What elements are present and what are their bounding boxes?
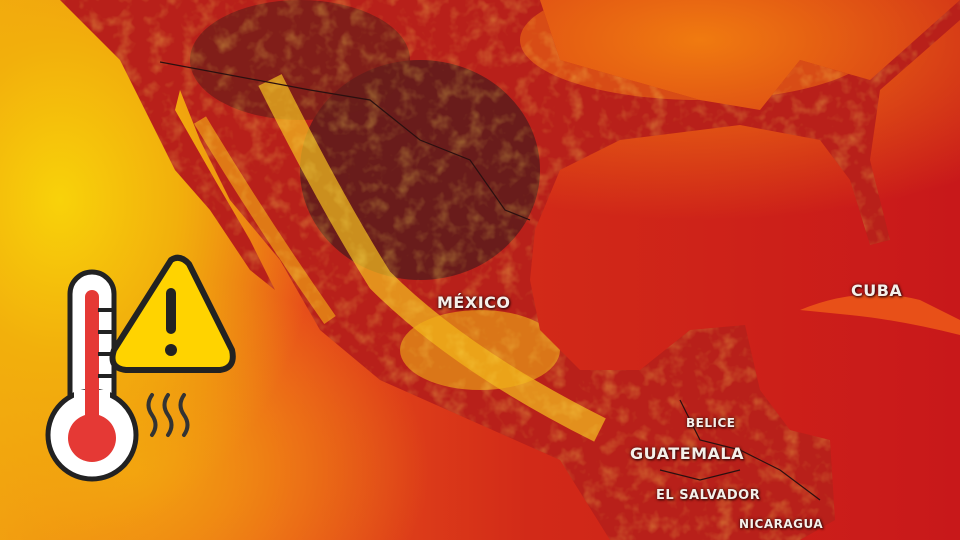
cuba-island xyxy=(800,294,960,335)
label-nicaragua: NICARAGUA xyxy=(739,517,824,531)
heat-waves-icon xyxy=(146,393,190,437)
heat-warning-overlay xyxy=(45,254,236,482)
label-mexico: MÉXICO xyxy=(437,293,511,312)
label-guatemala: GUATEMALA xyxy=(630,444,744,463)
label-cuba: CUBA xyxy=(851,281,903,300)
borders xyxy=(159,61,821,501)
label-belice: BELICE xyxy=(686,416,736,430)
label-el-salvador: EL SALVADOR xyxy=(656,488,761,503)
warning-triangle-icon xyxy=(109,254,236,373)
thermometer-icon xyxy=(45,269,139,482)
